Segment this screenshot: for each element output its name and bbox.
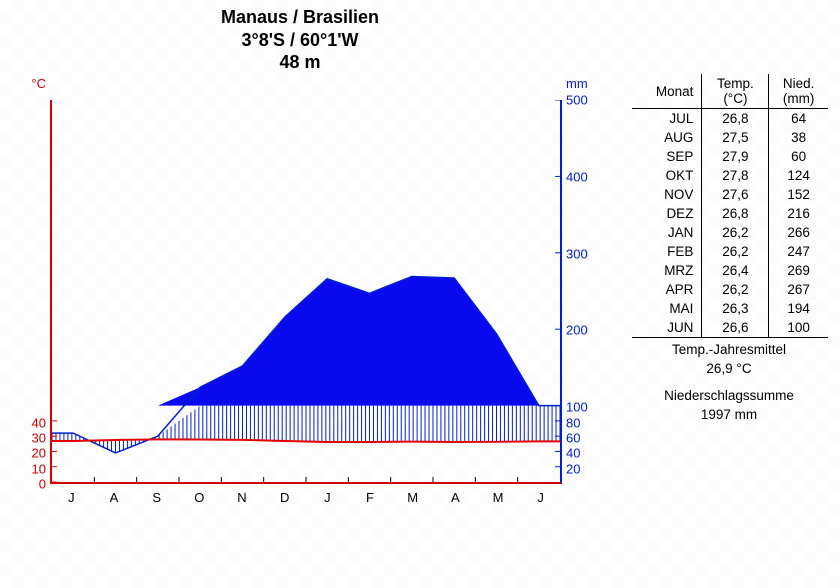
table-row: FEB26,2247 xyxy=(632,242,828,261)
precip-tick: 500 xyxy=(566,93,588,108)
month-label: D xyxy=(280,490,289,505)
month-label: M xyxy=(493,490,504,505)
month-label: J xyxy=(324,490,331,505)
table-row: SEP27,960 xyxy=(632,147,828,166)
th-month: Monat xyxy=(632,74,702,109)
annual-precip-label: Niederschlagssumme xyxy=(632,386,828,405)
chart-title: Manaus / Brasilien 3°8'S / 60°1'W 48 m xyxy=(0,6,600,74)
title-line1: Manaus / Brasilien xyxy=(0,6,600,29)
precip-tick: 100 xyxy=(566,400,588,415)
hatch-area xyxy=(52,100,560,482)
precip-tick: 200 xyxy=(566,323,588,338)
precip-tick: 20 xyxy=(566,461,580,476)
precip-tick: 40 xyxy=(566,446,580,461)
title-line2: 3°8'S / 60°1'W xyxy=(0,29,600,52)
month-label: M xyxy=(407,490,418,505)
month-label: A xyxy=(110,490,119,505)
temp-tick: 10 xyxy=(32,461,46,476)
table-row: JAN26,2266 xyxy=(632,223,828,242)
month-label: O xyxy=(194,490,204,505)
temp-unit: °C xyxy=(31,76,46,91)
annual-temp-value: 26,9 °C xyxy=(632,359,828,386)
table-row: OKT27,8124 xyxy=(632,166,828,185)
temp-tick: 20 xyxy=(32,446,46,461)
temp-tick: 40 xyxy=(32,415,46,430)
table-row: JUN26,6100 xyxy=(632,318,828,338)
month-label: A xyxy=(451,490,460,505)
precip-tick: 80 xyxy=(566,415,580,430)
table-row: DEZ26,8216 xyxy=(632,204,828,223)
title-line3: 48 m xyxy=(0,51,600,74)
temp-tick: 30 xyxy=(32,430,46,445)
table-row: APR26,2267 xyxy=(632,280,828,299)
precip-tick: 400 xyxy=(566,169,588,184)
table-row: AUG27,538 xyxy=(632,128,828,147)
month-label: S xyxy=(152,490,161,505)
climate-plot xyxy=(50,100,562,484)
month-label: F xyxy=(366,490,374,505)
month-label: J xyxy=(537,490,544,505)
month-label: J xyxy=(68,490,75,505)
month-label: N xyxy=(237,490,246,505)
climate-table: MonatTemp.(°C)Nied.(mm)JUL26,864AUG27,53… xyxy=(632,74,828,424)
annual-temp-label: Temp.-Jahresmittel xyxy=(632,338,828,360)
precip-tick: 300 xyxy=(566,246,588,261)
table-row: MAI26,3194 xyxy=(632,299,828,318)
th-temp: Temp.(°C) xyxy=(702,74,769,109)
precip-unit: mm xyxy=(566,76,588,91)
month-axis: JASONDJFMAMJ xyxy=(50,490,562,510)
precip-tick: 60 xyxy=(566,430,580,445)
table-row: JUL26,864 xyxy=(632,109,828,129)
table-row: MRZ26,4269 xyxy=(632,261,828,280)
temp-tick: 0 xyxy=(39,477,46,492)
annual-precip-value: 1997 mm xyxy=(632,405,828,424)
table-row: NOV27,6152 xyxy=(632,185,828,204)
humid-area xyxy=(52,276,560,405)
th-precip: Nied.(mm) xyxy=(769,74,828,109)
